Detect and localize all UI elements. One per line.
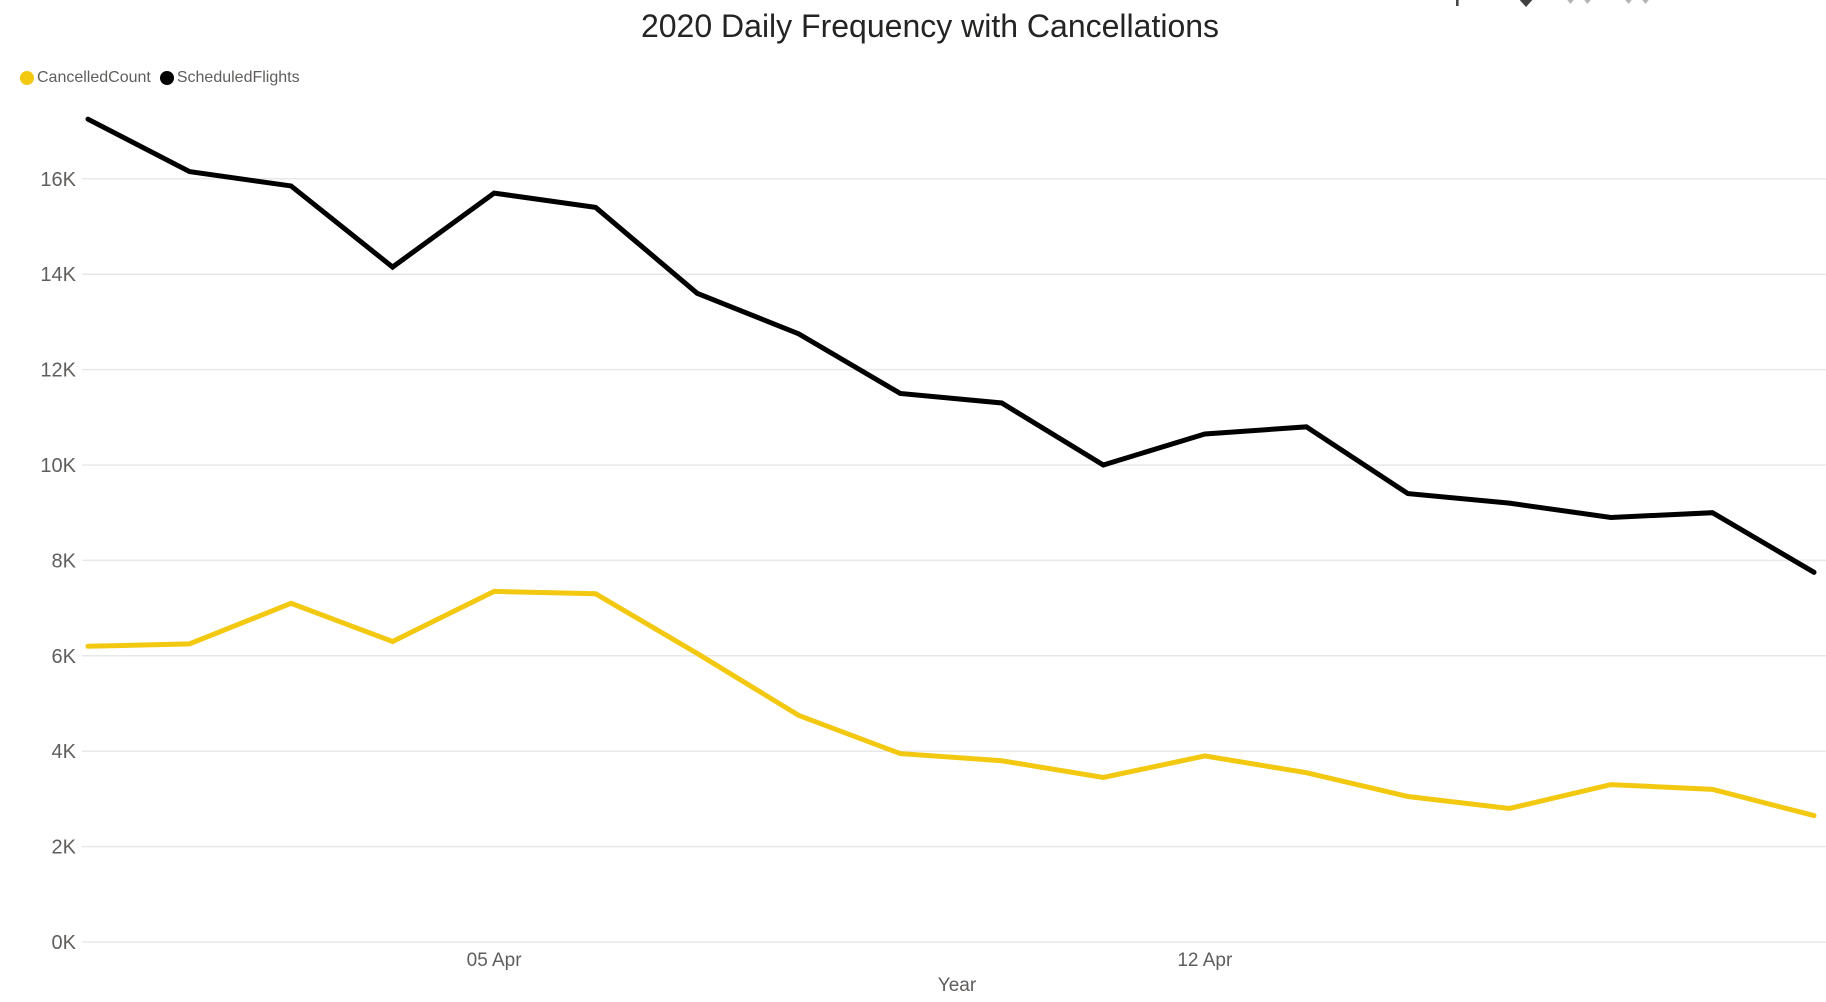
expand-all-icon[interactable] xyxy=(1622,0,1652,4)
drill-down-icon[interactable] xyxy=(1517,0,1535,7)
y-axis-tick-label: 2K xyxy=(52,837,77,859)
legend-dot-scheduledflights-icon xyxy=(159,71,174,85)
legend-item-scheduledflights[interactable]: ScheduledFlights xyxy=(159,69,300,86)
visual-header-toolbar xyxy=(1440,0,1680,10)
x-axis-tick-label: 12 Apr xyxy=(1177,950,1233,971)
y-axis-tick-label: 6K xyxy=(52,646,77,668)
chart-title: 2020 Daily Frequency with Cancellations xyxy=(640,8,1220,44)
go-to-next-level-icon[interactable] xyxy=(1564,0,1594,4)
legend-item-cancelledcount[interactable]: CancelledCount xyxy=(20,70,151,86)
legend: CancelledCount ScheduledFlights xyxy=(20,70,300,86)
series-line-cancelledcount[interactable] xyxy=(85,588,1817,819)
legend-label: CancelledCount xyxy=(37,69,151,86)
legend-label: ScheduledFlights xyxy=(176,69,300,86)
drill-up-icon[interactable] xyxy=(1456,0,1459,6)
x-axis-tick-label: 05 Apr xyxy=(467,950,523,971)
y-axis-tick-label: 14K xyxy=(40,264,76,286)
y-axis-tick-label: 16K xyxy=(40,169,76,191)
legend-dot-cancelledcount-icon xyxy=(20,71,34,85)
x-axis-title: Year xyxy=(937,975,977,996)
y-axis-tick-label: 10K xyxy=(40,455,76,477)
y-axis-tick-label: 4K xyxy=(52,741,77,763)
y-axis-tick-label: 8K xyxy=(52,550,77,572)
series-line-scheduledflights[interactable] xyxy=(85,116,1817,575)
y-axis-tick-label: 12K xyxy=(40,360,76,382)
y-axis-tick-label: 0K xyxy=(52,932,77,954)
